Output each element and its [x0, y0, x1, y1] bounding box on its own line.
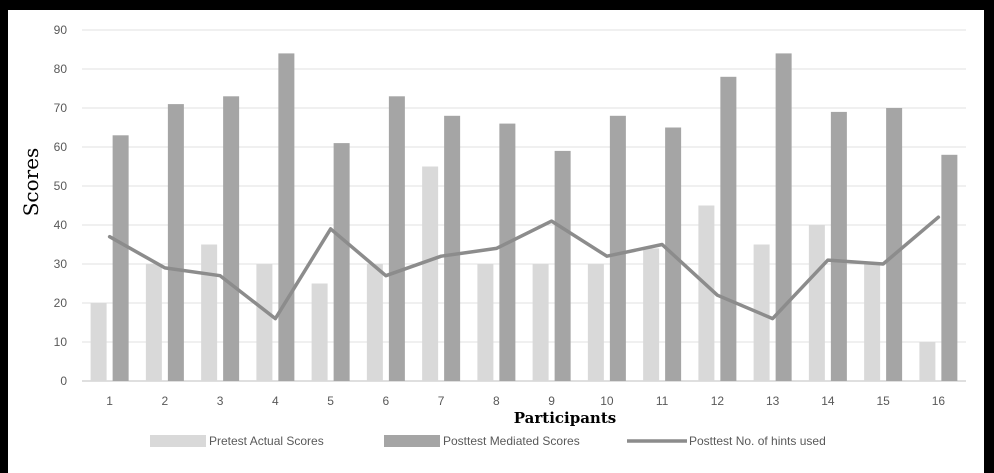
y-tick-label: 60 — [54, 140, 68, 154]
y-tick-label: 30 — [54, 257, 68, 271]
y-tick-label: 20 — [54, 296, 68, 310]
pretest-bar-3 — [201, 244, 218, 381]
pretest-bar-4 — [256, 264, 273, 381]
y-tick-label: 0 — [60, 374, 67, 388]
pretest-bar-14 — [808, 225, 825, 381]
posttest-bar-8 — [499, 123, 516, 381]
pretest-bar-8 — [477, 264, 494, 381]
x-axis-label: Participants — [514, 409, 616, 427]
x-tick-labels: 1 2 3 4 5 6 7 8 9 10 11 12 13 14 15 16 — [106, 394, 945, 408]
posttest-bar-3 — [223, 96, 240, 382]
legend: Pretest Actual Scores Posttest Mediated S… — [150, 434, 826, 448]
x-tick-label: 7 — [438, 394, 445, 408]
y-tick-label: 50 — [54, 179, 68, 193]
x-tick-label: 6 — [383, 394, 390, 408]
posttest-bar-9 — [554, 150, 571, 381]
x-tick-label: 5 — [327, 394, 334, 408]
x-tick-label: 11 — [656, 394, 669, 408]
y-axis-label: Scores — [19, 148, 43, 217]
pretest-bar-6 — [366, 264, 383, 381]
x-tick-label: 3 — [217, 394, 224, 408]
pretest-bar-7 — [422, 166, 439, 381]
x-tick-label: 1 — [106, 394, 113, 408]
x-tick-label: 2 — [162, 394, 169, 408]
posttest-bar-13 — [775, 53, 792, 382]
pretest-bar-11 — [643, 248, 660, 381]
legend-swatch — [150, 435, 206, 447]
y-tick-label: 10 — [54, 335, 68, 349]
y-tick-label: 90 — [54, 23, 68, 37]
pretest-bar-5 — [311, 283, 328, 381]
legend-label: Posttest No. of hints used — [689, 434, 826, 448]
legend-item-3: Posttest No. of hints used — [627, 434, 826, 448]
posttest-bar-2 — [167, 104, 184, 381]
x-tick-label: 14 — [821, 394, 835, 408]
legend-label: Posttest Mediated Scores — [443, 434, 580, 448]
x-tick-label: 16 — [932, 394, 946, 408]
posttest-bar-6 — [388, 96, 405, 382]
x-tick-label: 9 — [548, 394, 555, 408]
posttest-bar-14 — [830, 111, 847, 382]
y-tick-label: 40 — [54, 218, 68, 232]
hints-line-path — [107, 215, 941, 321]
pretest-bar-1 — [90, 303, 107, 381]
legend-swatch — [384, 435, 440, 447]
x-tick-label: 13 — [766, 394, 780, 408]
x-tick-label: 10 — [600, 394, 614, 408]
pretest-bar-16 — [919, 342, 936, 381]
x-tick-label: 4 — [272, 394, 279, 408]
pretest-bar-15 — [864, 264, 881, 381]
pretest-bar-2 — [145, 264, 162, 381]
x-tick-label: 15 — [876, 394, 890, 408]
y-tick-label: 70 — [54, 101, 68, 115]
pretest-bar-9 — [532, 264, 549, 381]
posttest-bar-12 — [720, 76, 737, 382]
posttest-bar-15 — [886, 108, 903, 381]
pretest-bar-10 — [587, 264, 604, 381]
legend-label: Pretest Actual Scores — [209, 434, 324, 448]
posttest-bar-7 — [444, 115, 461, 382]
posttest-bar-5 — [333, 143, 350, 381]
posttest-bar-16 — [941, 154, 958, 381]
pretest-bar-12 — [698, 205, 715, 381]
legend-item-2: Posttest Mediated Scores — [384, 434, 580, 448]
posttest-bar-4 — [278, 53, 295, 382]
posttest-bar-1 — [112, 135, 129, 381]
hints-line — [107, 215, 941, 321]
legend-item-1: Pretest Actual Scores — [150, 434, 324, 448]
posttest-bar-10 — [609, 115, 626, 382]
y-tick-label: 80 — [54, 62, 68, 76]
x-tick-label: 12 — [711, 394, 725, 408]
x-tick-label: 8 — [493, 394, 500, 408]
y-tick-labels: 0 10 20 30 40 50 60 70 80 90 — [54, 23, 68, 388]
bars — [90, 53, 958, 382]
